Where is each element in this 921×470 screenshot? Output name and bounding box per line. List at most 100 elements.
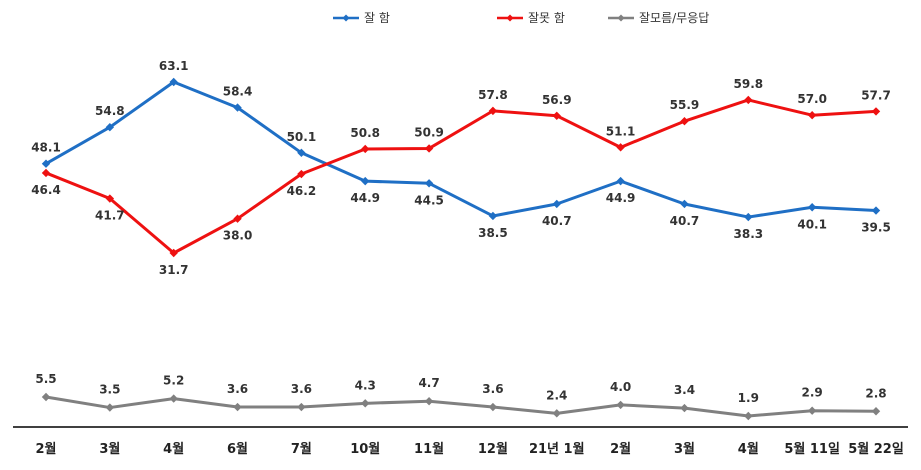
series-1-point	[424, 179, 434, 188]
series-lines	[45, 80, 877, 418]
x-tick-label: 21년 1월	[529, 441, 585, 457]
series-3-point	[488, 402, 498, 412]
series-1-point	[41, 159, 51, 168]
series-3-point	[297, 402, 306, 412]
legend-swatch-marker	[342, 14, 350, 22]
series-line-1	[45, 80, 877, 219]
series-2-data-label: 57.7	[861, 88, 891, 102]
series-1-data-label: 40.7	[542, 214, 572, 228]
series-3-point	[807, 406, 817, 415]
series-1-point	[233, 103, 242, 112]
series-1-data-label: 39.5	[861, 221, 891, 235]
series-1-point	[744, 212, 753, 222]
x-tick-label: 3월	[99, 441, 120, 457]
series-2-point	[105, 194, 115, 203]
series-2-point	[361, 144, 370, 154]
series-1-point	[297, 148, 306, 157]
series-3-data-label: 2.4	[546, 388, 567, 402]
series-3-data-label: 2.9	[802, 386, 823, 400]
series-3-point	[41, 392, 51, 402]
series-2-point	[41, 168, 51, 178]
series-2-data-label: 31.7	[159, 263, 189, 277]
x-tick-label: 11월	[414, 441, 444, 457]
legend-label: 잘 함	[364, 11, 390, 25]
series-1-point	[680, 199, 689, 209]
series-2-data-label: 51.1	[606, 124, 636, 138]
series-2-point	[680, 117, 689, 126]
x-tick-label: 10월	[350, 441, 380, 457]
x-tick-label: 6월	[227, 441, 248, 457]
series-2-data-label: 46.4	[31, 183, 61, 197]
x-tick-label: 12월	[478, 441, 508, 457]
series-2-point	[552, 111, 561, 120]
x-tick-label: 4월	[163, 441, 184, 457]
series-2-data-label: 57.0	[797, 92, 827, 106]
x-tick-label: 5월 22일	[848, 441, 904, 457]
series-1-data-label: 40.7	[670, 214, 700, 228]
series-2-data-label: 55.9	[670, 98, 700, 112]
series-3-data-label: 4.3	[355, 378, 376, 392]
series-2-point	[169, 248, 178, 258]
x-tick-label: 2월	[610, 441, 631, 457]
series-1-data-label: 44.9	[350, 191, 380, 205]
series-3-point	[552, 409, 561, 418]
series-1-point	[871, 206, 881, 215]
series-3-data-label: 3.5	[99, 383, 120, 397]
series-2-data-label: 41.7	[95, 209, 125, 223]
series-1-point	[361, 176, 370, 186]
series-1-data-label: 54.8	[95, 104, 125, 118]
series-3-data-label: 1.9	[738, 391, 759, 405]
series-1-data-label: 40.1	[797, 217, 827, 231]
series-1-data-label: 44.5	[414, 193, 444, 207]
x-tick-label: 5월 11일	[784, 441, 840, 457]
series-1-point	[552, 199, 561, 209]
series-markers	[41, 77, 881, 421]
series-3-data-label: 2.8	[865, 386, 886, 400]
series-line-3	[45, 395, 877, 418]
series-2-data-label: 59.8	[734, 77, 764, 91]
series-2-data-label: 57.8	[478, 88, 508, 102]
series-line-2	[45, 98, 877, 255]
series-3-point	[361, 399, 370, 408]
series-3-point	[616, 400, 625, 410]
legend-swatch-marker	[617, 14, 625, 22]
series-1-data-label: 63.1	[159, 59, 189, 73]
legend-swatch-marker	[506, 14, 514, 22]
series-1-point	[169, 77, 178, 87]
series-2-data-label: 56.9	[542, 93, 572, 107]
series-3-data-label: 5.5	[35, 372, 56, 386]
series-3-point	[871, 407, 881, 416]
series-3-data-label: 3.6	[227, 382, 248, 396]
series-1-data-label: 44.9	[606, 191, 636, 205]
x-tick-label: 7월	[291, 441, 312, 457]
series-2-point	[424, 144, 434, 153]
series-1-data-label: 58.4	[223, 85, 253, 99]
series-3-point	[169, 394, 178, 403]
x-tick-label: 3월	[674, 441, 695, 457]
series-2-point	[488, 106, 498, 116]
chart-legend: 잘 함 잘못 함 잘모름/무응답	[333, 11, 709, 25]
series-3-point	[680, 403, 689, 413]
series-3-point	[233, 402, 242, 412]
series-3-data-label: 5.2	[163, 374, 184, 388]
series-1-point	[488, 211, 498, 221]
x-axis-tick-labels: 2월 3월 4월 6월 7월 10월 11월 12월 21년 1월 2월 3월 4월 5월 11일 5월 …	[35, 441, 903, 457]
series-3-data-label: 3.4	[674, 383, 695, 397]
x-tick-label: 4월	[738, 441, 759, 457]
series-2-point	[233, 214, 242, 223]
series-2-point	[616, 143, 625, 152]
series-1-data-label: 38.3	[734, 227, 764, 241]
series-1-data-label: 48.1	[31, 141, 61, 155]
series-1-data-label: 50.1	[287, 130, 317, 144]
data-labels: 48.1 54.8 63.1 58.4 50.1 44.9 44.5 38.5 40.7 44.9…	[31, 59, 891, 405]
series-2-data-label: 50.8	[350, 126, 380, 140]
legend-label: 잘못 함	[528, 11, 565, 25]
series-2-data-label: 46.2	[287, 184, 317, 198]
series-3-data-label: 3.6	[291, 382, 312, 396]
series-1-point	[807, 203, 817, 212]
legend-label: 잘모름/무응답	[639, 11, 709, 25]
series-3-data-label: 4.0	[610, 380, 631, 394]
series-1-point	[616, 176, 625, 186]
series-2-point	[297, 169, 306, 179]
